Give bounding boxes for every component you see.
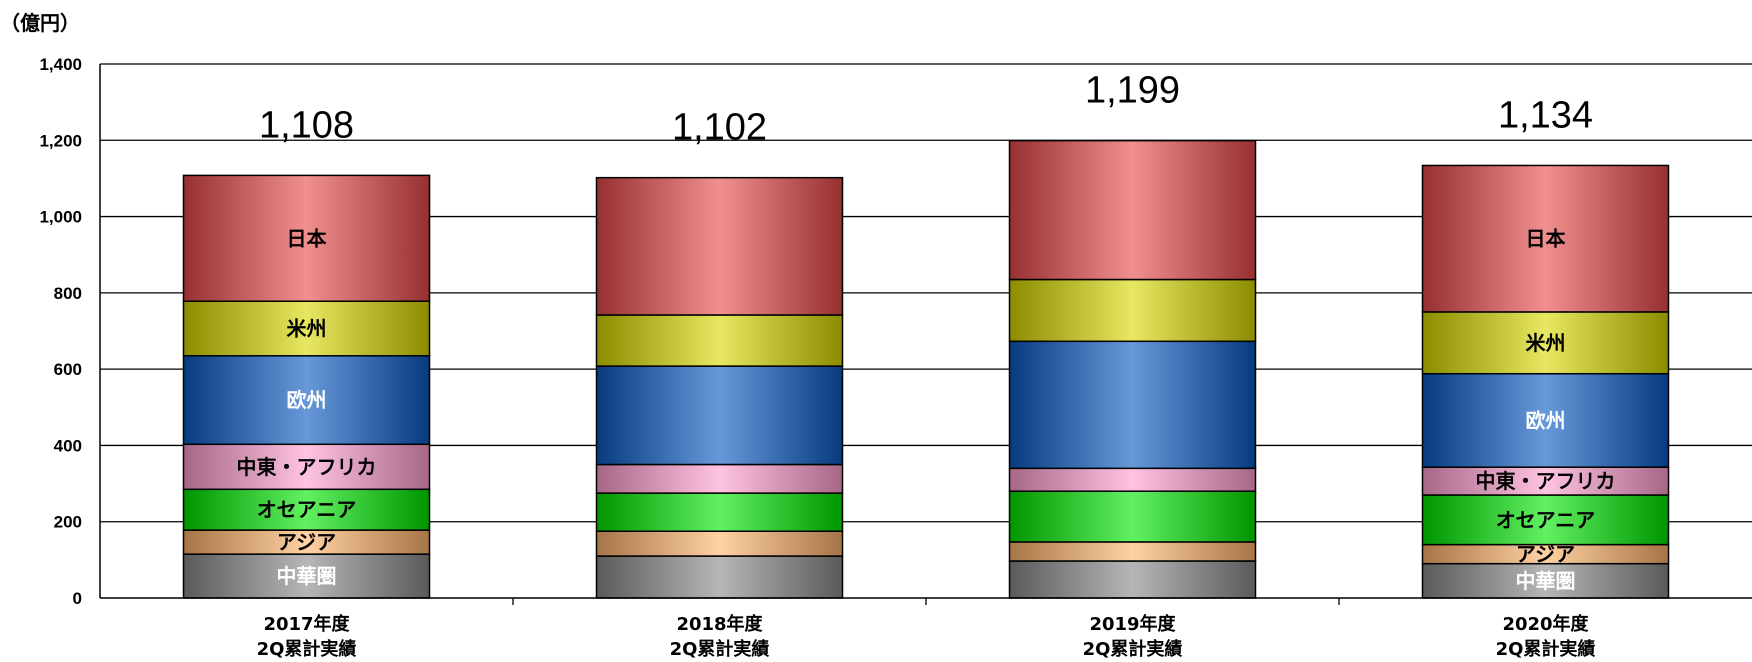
segment-label: オセアニア [257, 498, 357, 522]
x-category-label: 2019年度 [1089, 613, 1176, 635]
bar-segment [182, 529, 431, 555]
labels: 中華圏アジアオセアニア中東・アフリカ欧州米州日本1,1082017年度2Q累計実… [237, 70, 1616, 660]
bar-segment [1008, 340, 1257, 470]
x-category-label: 2Q累計実績 [257, 638, 357, 660]
x-category-label: 2Q累計実績 [670, 638, 770, 660]
segment-label: 中華圏 [277, 564, 337, 588]
bar-segment [1421, 372, 1670, 468]
y-tick-label: 1,400 [39, 55, 82, 74]
bar-segment [1421, 164, 1670, 313]
segment-label: 米州 [287, 317, 327, 341]
bar-segment [1421, 562, 1670, 599]
bar-segment [595, 314, 844, 367]
y-tick-label: 1,200 [39, 131, 82, 150]
segment-label: 日本 [1526, 227, 1566, 251]
x-category-label: 2Q累計実績 [1496, 638, 1596, 660]
bar-segment [595, 530, 844, 557]
y-tick-label: 200 [54, 513, 82, 532]
bar-segment [182, 174, 431, 302]
y-tick-label: 0 [73, 589, 82, 608]
bar-segment [595, 555, 844, 599]
y-tick-label: 600 [54, 360, 82, 379]
bar-segment [182, 488, 431, 531]
y-tick-label: 1,000 [39, 208, 82, 227]
x-category-label: 2017年度 [263, 613, 350, 635]
total-label: 1,108 [259, 104, 354, 146]
x-category-label: 2Q累計実績 [1083, 638, 1183, 660]
bar-segment [1008, 490, 1257, 543]
bars [182, 139, 1670, 599]
x-category-label: 2020年度 [1502, 613, 1589, 635]
segment-label: 欧州 [287, 388, 327, 412]
bar-segment [1008, 139, 1257, 281]
segment-label: オセアニア [1496, 508, 1596, 532]
bar-segment [595, 176, 844, 316]
bar-segment [182, 443, 431, 491]
bar-segment [595, 463, 844, 494]
bar-segment [1008, 278, 1257, 343]
total-label: 1,102 [672, 107, 767, 149]
segment-label: 日本 [287, 226, 327, 250]
y-tick-label: 400 [54, 436, 82, 455]
y-unit-label: （億円） [0, 11, 80, 35]
bar-segment [182, 355, 431, 446]
total-label: 1,199 [1085, 70, 1180, 112]
total-label: 1,134 [1498, 94, 1593, 136]
segment-label: 中華圏 [1516, 569, 1576, 593]
bar-segment [1008, 560, 1257, 599]
bar-segment [182, 300, 431, 357]
segment-label: 中東・アフリカ [1476, 469, 1616, 493]
x-category-label: 2018年度 [676, 613, 763, 635]
segment-label: アジア [277, 530, 336, 554]
bar-segment [595, 492, 844, 533]
bar-segment [1008, 541, 1257, 562]
axes: 0 200 400 600 800 1,000 1,200 1,400 （億円） [0, 11, 1752, 608]
bar-segment [1008, 467, 1257, 492]
bar-segment [1421, 494, 1670, 546]
bar-segment [595, 365, 844, 466]
segment-label: 米州 [1526, 331, 1566, 355]
segment-label: アジア [1516, 542, 1575, 566]
y-tick-label: 800 [54, 284, 82, 303]
segment-label: 中東・アフリカ [237, 455, 377, 479]
segment-label: 欧州 [1526, 408, 1566, 432]
